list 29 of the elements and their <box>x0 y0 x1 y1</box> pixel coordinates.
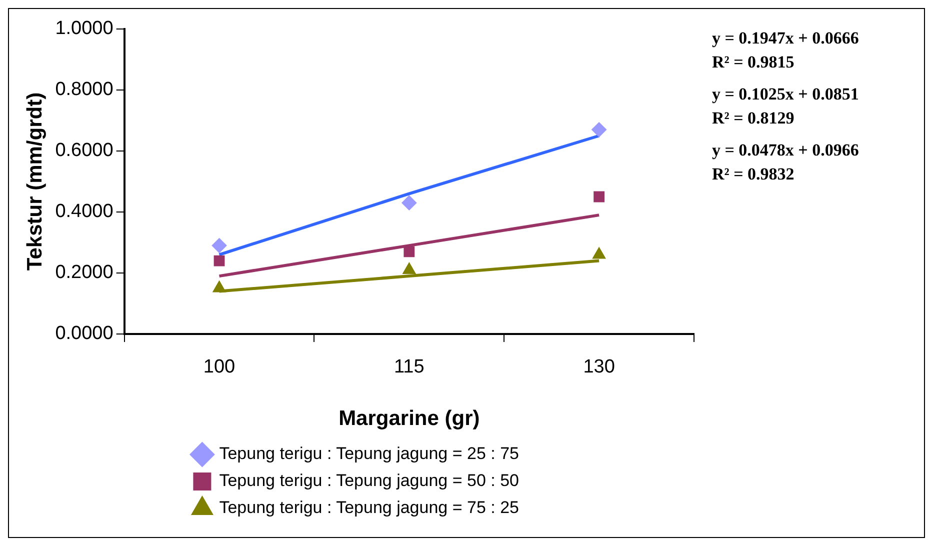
y-axis-title: Tekstur (mm/grdt) <box>23 92 46 271</box>
point <box>212 238 227 254</box>
y-tick-label: 0.6000 <box>55 140 114 162</box>
point <box>402 195 417 210</box>
point <box>404 246 415 258</box>
text: y = 0.1025x + 0.0851 <box>712 84 859 104</box>
text: R² = 0.9832 <box>712 164 794 184</box>
x-tick-label: 130 <box>583 356 615 378</box>
legend-label: Tepung terigu : Tepung jagung = 75 : 25 <box>219 498 519 518</box>
y-tick-label: 0.4000 <box>55 201 114 222</box>
y-tick-label: 0.0000 <box>55 323 114 344</box>
x-tick-label: 100 <box>203 356 236 378</box>
point <box>402 262 416 274</box>
y-tick-label: 0.2000 <box>55 262 114 284</box>
point <box>592 247 606 259</box>
point <box>212 280 226 292</box>
legend-label: Tepung terigu : Tepung jagung = 50 : 50 <box>219 471 519 490</box>
text: y = 0.1947x + 0.0666 <box>712 28 859 48</box>
y-tick-label: 0.8000 <box>55 79 114 100</box>
x-axis-title: Margarine (gr) <box>338 407 480 430</box>
text: R² = 0.8129 <box>712 108 794 128</box>
y-tick-label: 1.0000 <box>55 18 114 40</box>
legend-label: Tepung terigu : Tepung jagung = 25 : 75 <box>219 444 519 464</box>
text: R² = 0.9815 <box>712 52 794 72</box>
text: y = 0.0478x + 0.0966 <box>712 140 859 160</box>
point <box>592 122 607 138</box>
point <box>214 255 225 266</box>
x-tick-label: 115 <box>394 356 424 378</box>
point <box>594 191 604 202</box>
